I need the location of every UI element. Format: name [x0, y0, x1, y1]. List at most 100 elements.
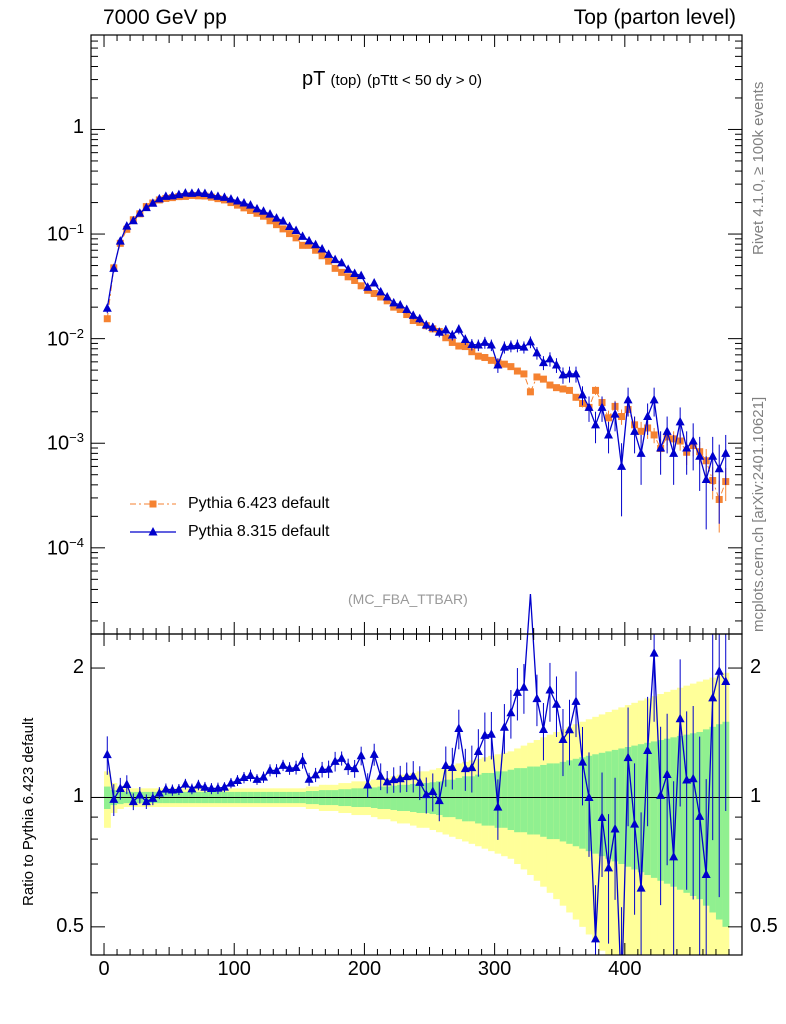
legend-marker-pythia8 [148, 527, 158, 536]
plot-title-main: pT [302, 68, 325, 90]
point-pythia6 [481, 354, 489, 362]
main-y-tick-label: 10−1 [46, 221, 84, 246]
band-inner-bin [676, 735, 684, 890]
point-pythia8 [532, 347, 542, 357]
point-pythia8 [695, 451, 705, 460]
ratio-point [285, 763, 295, 772]
point-pythia8 [708, 451, 718, 460]
point-pythia6 [331, 264, 339, 272]
band-inner-bin [455, 777, 463, 820]
point-pythia8 [454, 324, 464, 333]
point-pythia8 [337, 257, 347, 267]
point-pythia8 [193, 187, 203, 197]
point-pythia6 [370, 290, 378, 298]
ratio-point [265, 765, 275, 774]
point-pythia8 [395, 299, 405, 309]
band-inner-bin [546, 763, 554, 840]
ratio-point [649, 648, 659, 657]
point-pythia8 [545, 353, 555, 363]
ratio-point [200, 782, 210, 791]
point-pythia6 [468, 348, 476, 356]
point-pythia8 [376, 286, 386, 296]
tick-exponent: −4 [69, 534, 84, 550]
point-pythia8 [591, 419, 601, 429]
point-pythia8 [135, 208, 145, 217]
point-pythia6 [351, 276, 359, 284]
point-pythia6 [592, 386, 600, 394]
point-pythia6 [513, 367, 521, 375]
band-inner-bin [592, 754, 600, 854]
point-pythia8 [669, 448, 679, 457]
point-pythia8 [141, 202, 151, 212]
point-pythia8 [499, 342, 509, 351]
ratio-point [675, 713, 685, 723]
band-inner-bin [501, 771, 508, 828]
point-pythia8 [675, 416, 685, 426]
band-inner-bin [514, 768, 521, 833]
point-pythia8 [206, 190, 216, 199]
point-pythia6 [526, 388, 534, 396]
ratio-point [102, 749, 112, 759]
x-tick-label: 300 [477, 958, 512, 980]
point-pythia8 [643, 411, 653, 421]
point-pythia8 [154, 193, 164, 203]
ratio-point [330, 756, 340, 765]
ratio-point [623, 752, 633, 762]
point-pythia8 [682, 443, 692, 452]
point-pythia8 [721, 448, 731, 457]
point-pythia8 [636, 448, 646, 457]
point-pythia8 [109, 263, 119, 272]
point-pythia8 [623, 394, 633, 404]
point-pythia8 [441, 324, 451, 334]
ratio-point [167, 785, 177, 794]
band-inner-bin [462, 776, 469, 822]
axis-ticks [91, 34, 742, 955]
tick-exponent: −3 [69, 430, 84, 446]
x-tick-label: 400 [608, 958, 642, 980]
point-pythia8 [330, 254, 340, 264]
legend-markers [130, 500, 176, 536]
point-pythia6 [637, 427, 645, 435]
point-pythia8 [473, 339, 483, 349]
point-pythia8 [467, 339, 477, 348]
point-pythia8 [174, 189, 184, 199]
point-pythia8 [382, 292, 392, 301]
point-pythia6 [103, 315, 111, 323]
ratio-uncertainty-bands [104, 672, 730, 955]
band-inner-bin [533, 766, 541, 835]
point-pythia8 [317, 243, 327, 253]
band-inner-bin [637, 744, 645, 873]
ratio-point [206, 783, 216, 793]
point-pythia8 [369, 278, 379, 287]
legend-entry-pythia6: Pythia 6.423 default [188, 495, 330, 512]
band-inner-bin [442, 779, 450, 818]
point-pythia8 [291, 225, 301, 235]
point-pythia6 [390, 303, 398, 311]
point-pythia6 [383, 297, 391, 305]
series-line-pythia8 [106, 192, 727, 482]
point-pythia8 [232, 196, 242, 205]
point-pythia8 [245, 200, 255, 209]
point-pythia8 [187, 188, 197, 197]
point-pythia6 [448, 338, 456, 346]
ratio-point [486, 729, 496, 738]
point-pythia8 [298, 231, 308, 240]
point-pythia8 [213, 191, 223, 200]
point-pythia8 [506, 341, 516, 350]
point-pythia8 [460, 334, 470, 344]
point-pythia8 [219, 192, 229, 201]
point-pythia8 [578, 389, 588, 399]
point-pythia8 [649, 394, 659, 404]
point-pythia8 [630, 426, 640, 435]
analysis-tag: (MC_FBA_TTBAR) [348, 591, 468, 607]
point-pythia8 [115, 236, 125, 245]
point-pythia6 [559, 385, 567, 393]
point-pythia6 [403, 311, 411, 319]
band-inner-bin [618, 748, 626, 865]
point-pythia8 [389, 297, 399, 307]
ratio-y-tick-label-right: 1 [750, 785, 762, 808]
point-pythia8 [226, 194, 236, 203]
point-pythia6 [233, 201, 241, 209]
point-pythia8 [688, 436, 698, 445]
band-inner-bin [488, 772, 495, 826]
